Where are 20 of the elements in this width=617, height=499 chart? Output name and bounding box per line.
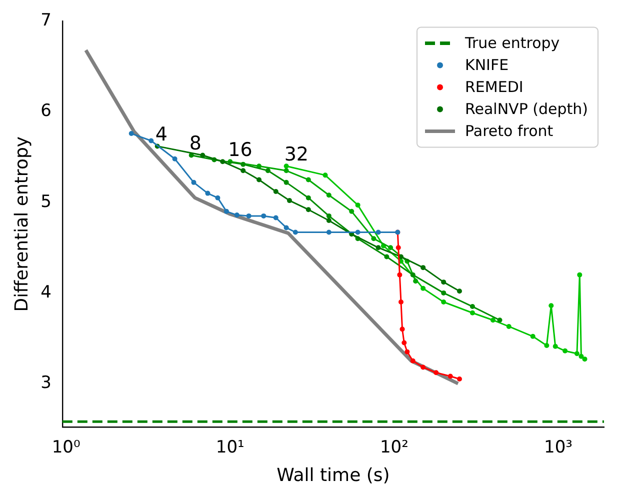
annotation: 8 [189, 132, 202, 155]
legend-label: RealNVP (depth) [465, 100, 588, 118]
legend-label: REMEDI [465, 78, 524, 96]
legend-label: KNIFE [465, 56, 509, 74]
x-tick-label: 10³ [544, 438, 572, 458]
x-axis-title: Wall time (s) [276, 464, 390, 486]
y-tick-label: 3 [40, 372, 52, 393]
x-tick-label: 10¹ [216, 438, 244, 458]
y-tick-label: 5 [40, 192, 52, 212]
y-tick-label: 7 [40, 10, 52, 31]
y-tick-label: 6 [40, 101, 52, 122]
annotation: 32 [284, 144, 309, 166]
legend-label: Pareto front [465, 122, 554, 140]
legend-label: True entropy [464, 34, 560, 52]
annotation: 4 [155, 124, 168, 146]
x-tick-label: 10² [380, 438, 408, 458]
y-tick-label: 4 [40, 282, 52, 302]
y-axis-title: Differential entropy [11, 136, 32, 312]
x-tick-label: 10⁰ [52, 438, 80, 458]
annotation: 16 [228, 139, 252, 162]
